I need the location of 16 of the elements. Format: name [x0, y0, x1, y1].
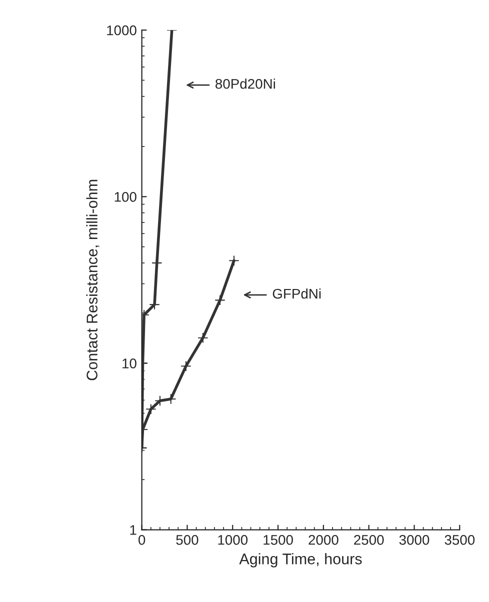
x-tick-label: 0	[138, 534, 146, 545]
y-axis-title: Contact Resistance, milli-ohm	[86, 180, 100, 380]
x-tick-label: 2500	[354, 534, 384, 545]
annotation: GFPdNi	[272, 288, 321, 299]
x-tick-label: 2000	[308, 534, 338, 545]
x-tick-label: 3500	[444, 534, 475, 545]
annotation: 80Pd20Ni	[216, 78, 275, 89]
y-tick-label: 1	[130, 525, 136, 535]
x-tick-label: 1500	[264, 534, 293, 545]
x-tick-label: 3000	[399, 534, 430, 545]
y-tick-label: 100	[114, 192, 136, 202]
y-tick-label: 10	[122, 358, 136, 368]
y-tick-label: 1000	[107, 25, 136, 36]
x-tick-label: 500	[176, 534, 198, 545]
x-tick-label: 1000	[218, 534, 248, 545]
x-axis-title: Aging Time, hours	[239, 553, 362, 568]
